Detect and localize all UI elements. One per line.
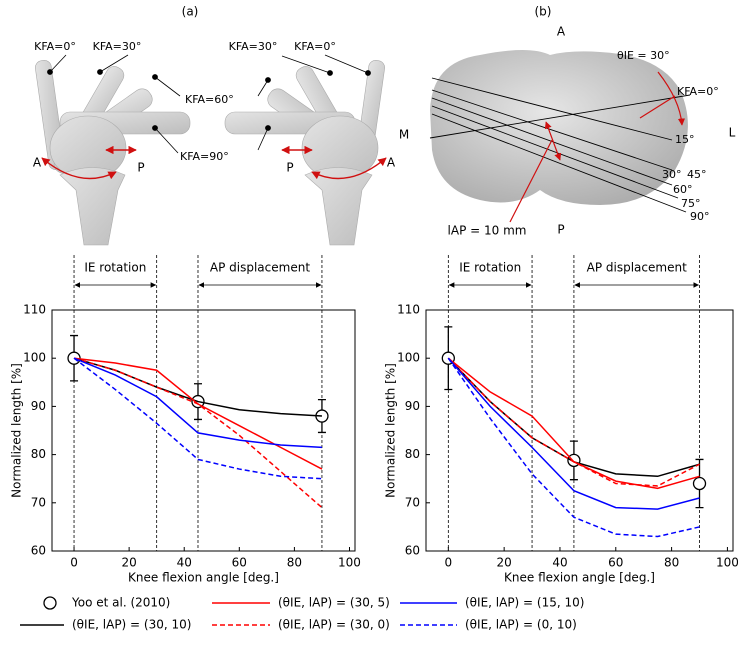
x-tick-label: 0 xyxy=(70,556,78,570)
y-tick-label: 90 xyxy=(405,399,420,413)
kfa-label: KFA=0° xyxy=(294,40,336,53)
angle-label: 45° xyxy=(687,168,707,181)
angle-label: KFA=0° xyxy=(677,85,719,98)
angle-label: 15° xyxy=(675,133,695,146)
x-tick-label: 100 xyxy=(716,556,738,570)
kfa-label: KFA=0° xyxy=(34,40,76,53)
y-tick-label: 80 xyxy=(405,447,420,461)
x-tick-label: 20 xyxy=(121,556,136,570)
legend-label: (θIE, lAP) = (0, 10) xyxy=(465,618,577,632)
kfa-label: KFA=30° xyxy=(93,40,142,53)
y-tick-label: 110 xyxy=(23,303,46,317)
x-tick-label: 20 xyxy=(497,556,512,570)
direction-label: P xyxy=(557,223,564,237)
legend-label: (θIE, lAP) = (30, 5) xyxy=(278,596,390,610)
x-tick-label: 0 xyxy=(445,556,453,570)
series-line xyxy=(447,357,700,487)
panel-label: (a) xyxy=(182,5,199,19)
direction-label: M xyxy=(399,128,409,142)
phase-label: AP displacement xyxy=(210,261,310,275)
reference-point xyxy=(692,476,707,491)
x-axis-label: Knee flexion angle [deg.] xyxy=(504,571,655,585)
direction-label: A xyxy=(557,25,566,39)
x-tick-label: 40 xyxy=(177,556,192,570)
series-line xyxy=(447,357,700,510)
y-tick-label: 80 xyxy=(31,447,46,461)
x-tick-label: 40 xyxy=(552,556,567,570)
y-axis-label: Normalized length [%] xyxy=(384,363,398,498)
series-line xyxy=(73,357,322,480)
phase-label: AP displacement xyxy=(587,261,687,275)
series-line xyxy=(73,357,322,449)
knee-render-right xyxy=(224,60,385,246)
y-tick-label: 60 xyxy=(31,544,46,558)
x-tick-label: 80 xyxy=(287,556,302,570)
angle-label: 30° xyxy=(662,168,682,181)
x-axis-label: Knee flexion angle [deg.] xyxy=(128,571,279,585)
legend-label: (θIE, lAP) = (15, 10) xyxy=(465,596,584,610)
angle-label: 60° xyxy=(673,183,693,196)
angle-label: 90° xyxy=(690,210,710,223)
kfa-label: KFA=90° xyxy=(180,150,229,163)
y-tick-label: 60 xyxy=(405,544,420,558)
panel-a-leaders xyxy=(47,54,371,154)
y-tick-label: 90 xyxy=(31,399,46,413)
panel-b-arrows xyxy=(509,71,686,223)
y-axis-label: Normalized length [%] xyxy=(10,363,24,498)
phase-label: IE rotation xyxy=(84,261,146,275)
legend-label: (θIE, lAP) = (30, 0) xyxy=(278,618,390,632)
direction-label: A xyxy=(33,156,42,170)
panel-a-arrows xyxy=(41,145,387,180)
series-line xyxy=(447,357,700,538)
y-tick-label: 70 xyxy=(405,495,420,509)
distance-label: lAP = 10 mm xyxy=(448,224,527,238)
legend-label: Yoo et al. (2010) xyxy=(71,596,170,610)
knee-render-left xyxy=(35,60,191,246)
legend-marker xyxy=(43,596,57,610)
direction-label: L xyxy=(729,126,736,140)
kfa-label: KFA=60° xyxy=(185,93,234,106)
x-tick-label: 80 xyxy=(664,556,679,570)
plot-frame xyxy=(425,309,734,552)
tibial-plateau xyxy=(430,50,688,205)
panel-label: (b) xyxy=(535,5,552,19)
direction-label: P xyxy=(286,161,293,175)
y-tick-label: 70 xyxy=(31,495,46,509)
y-tick-label: 100 xyxy=(397,351,420,365)
x-tick-label: 60 xyxy=(232,556,247,570)
angle-label: 75° xyxy=(681,197,701,210)
plot-frame xyxy=(51,309,356,552)
y-tick-label: 100 xyxy=(23,351,46,365)
direction-label: A xyxy=(387,156,396,170)
series-line xyxy=(73,357,323,509)
direction-label: P xyxy=(137,161,144,175)
kfa-label: KFA=30° xyxy=(229,40,278,53)
phase-label: IE rotation xyxy=(459,261,521,275)
x-tick-label: 100 xyxy=(338,556,361,570)
legend-label: (θIE, lAP) = (30, 10) xyxy=(72,618,191,632)
angle-label: θIE = 30° xyxy=(617,49,670,62)
y-tick-label: 110 xyxy=(397,303,420,317)
x-tick-label: 60 xyxy=(608,556,623,570)
